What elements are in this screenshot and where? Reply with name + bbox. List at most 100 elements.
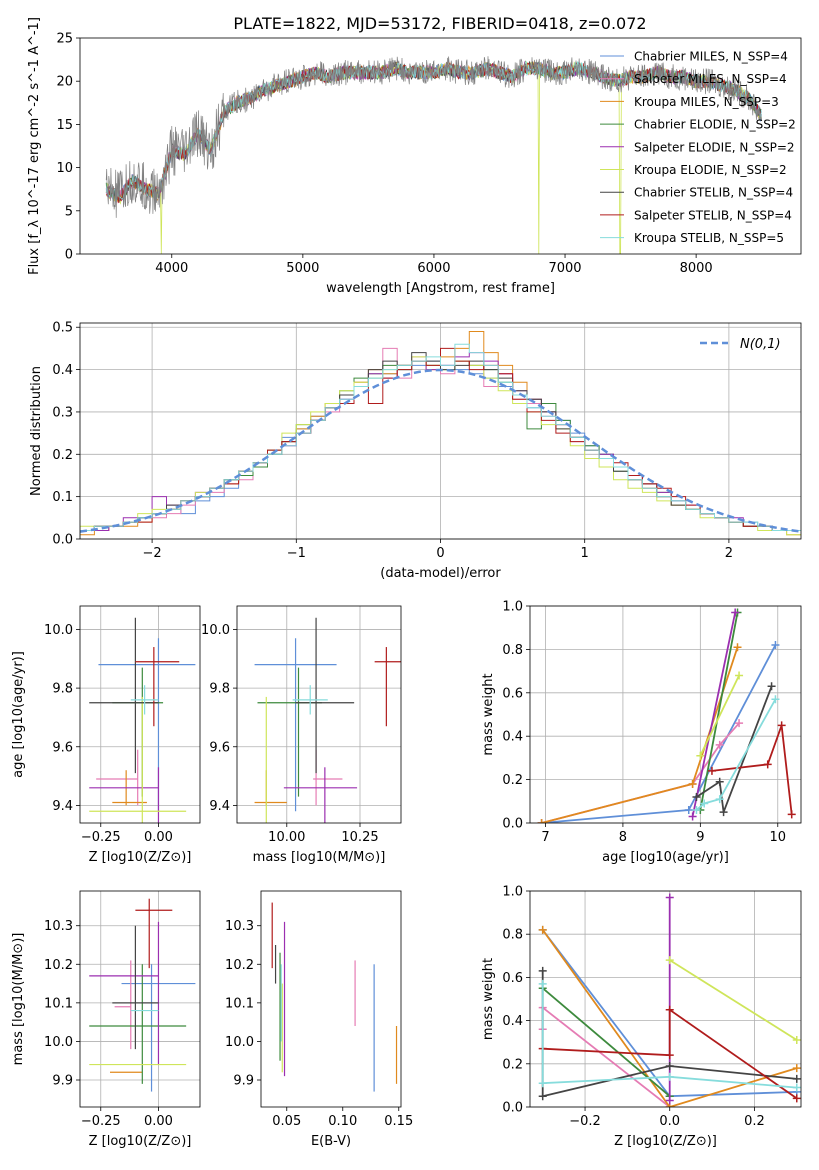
- mass_vs_EBV-xlabel: E(B-V): [311, 1134, 351, 1149]
- data-marker: [696, 751, 705, 760]
- y-tick-label: 10.2: [44, 958, 73, 973]
- data-marker: [715, 795, 724, 804]
- data-marker: [665, 1061, 674, 1070]
- y-tick-label: 25: [56, 32, 73, 47]
- y-tick-label: 0.3: [52, 405, 73, 420]
- y-tick-label: 0.4: [52, 363, 73, 378]
- data-marker: [688, 812, 697, 821]
- y-tick-label: 10.1: [225, 996, 254, 1011]
- massweight_vs_age-xlabel: age [log10(age/yr)]: [602, 850, 729, 865]
- figure-title: PLATE=1822, MJD=53172, FIBERID=0418, z=0…: [233, 14, 646, 33]
- age_vs_Z-axes: −0.25 0.00 9.4 9.6 9.8 10.0: [44, 606, 200, 845]
- data-marker: [792, 1074, 801, 1083]
- y-tick-label: 10.1: [44, 996, 73, 1011]
- age_vs_Z-ylabel: age [log10(age/yr)]: [11, 651, 26, 778]
- data-marker: [538, 979, 547, 988]
- x-tick-label: 1: [581, 546, 589, 561]
- series-line: [699, 675, 740, 757]
- chart-layer: 4000 5000 6000 7000 80000510152025wavelength…: [11, 17, 802, 1149]
- data-marker: [665, 956, 674, 965]
- y-tick-label: 9.9: [52, 1074, 73, 1089]
- data-marker: [537, 819, 546, 823]
- legend-label: Chabrier STELIB, N_SSP=4: [634, 186, 793, 200]
- massweight_vs_age-ylabel: mass weight: [481, 673, 496, 755]
- legend-label: Salpeter MILES, N_SSP=4: [634, 72, 787, 86]
- data-marker: [692, 792, 701, 801]
- spectrum-plot: [105, 56, 763, 254]
- y-tick-label: 1.0: [502, 600, 523, 615]
- y-tick-label: 0.6: [502, 971, 523, 986]
- massweight_vs_Z-xlabel: Z [log10(Z/Z⊙)]: [614, 1134, 717, 1149]
- y-tick-label: 15: [56, 118, 73, 133]
- residuals-frame: [79, 322, 802, 540]
- y-tick-label: 10.3: [44, 919, 73, 934]
- legend-label: Chabrier ELODIE, N_SSP=2: [634, 118, 796, 132]
- data-marker: [688, 779, 697, 788]
- spectrum-axes: 4000 5000 6000 7000 8000 0 5 10 15 20 25: [56, 32, 712, 277]
- y-tick-label: 10.0: [44, 623, 73, 638]
- x-tick-label: 2: [725, 546, 733, 561]
- series-line: [699, 612, 739, 811]
- spectrum-frame: [79, 37, 802, 255]
- data-marker: [700, 799, 709, 808]
- data-marker: [777, 721, 786, 730]
- residuals-ylabel: Normed distribution: [29, 366, 44, 496]
- mass_vs_Z-axes: −0.25 0.00 9.9 10.0 10.1 10.2 10.3: [44, 891, 200, 1129]
- age_vs_mass-frame: [236, 605, 402, 824]
- x-tick-label: 0.00: [144, 1114, 173, 1129]
- x-tick-label: 0.2: [744, 1114, 765, 1129]
- y-tick-label: 0.2: [502, 1057, 523, 1072]
- data-marker: [707, 766, 716, 775]
- y-tick-label: 0.8: [502, 928, 523, 943]
- x-tick-label: 8000: [680, 261, 713, 276]
- x-tick-label: −2: [143, 546, 162, 561]
- data-marker: [719, 808, 728, 817]
- x-tick-label: −0.2: [569, 1114, 601, 1129]
- series-line: [691, 612, 737, 817]
- y-tick-label: 10.0: [44, 1035, 73, 1050]
- massweight_vs_Z-frame: [529, 890, 802, 1108]
- series-line: [711, 725, 793, 815]
- y-tick-label: 9.6: [209, 740, 230, 755]
- legend-label: Kroupa ELODIE, N_SSP=2: [634, 163, 787, 177]
- data-marker: [538, 966, 547, 975]
- y-tick-label: 0.0: [502, 817, 523, 832]
- massweight_vs_age-plot: [537, 608, 796, 823]
- age_vs_mass-plot: [254, 617, 401, 823]
- y-tick-label: 1.0: [502, 885, 523, 900]
- y-tick-label: 0.4: [502, 1014, 523, 1029]
- legend-label: Salpeter ELODIE, N_SSP=2: [634, 140, 795, 154]
- legend-label: Kroupa MILES, N_SSP=3: [634, 95, 779, 109]
- data-marker: [771, 641, 780, 650]
- y-tick-label: 9.4: [52, 799, 73, 814]
- y-tick-label: 0.4: [502, 730, 523, 745]
- data-marker: [692, 805, 701, 814]
- y-tick-label: 9.8: [209, 682, 230, 697]
- x-tick-label: −0.25: [81, 1114, 121, 1129]
- mass_vs_Z-frame: [79, 890, 201, 1108]
- age_vs_Z-xlabel: Z [log10(Z/Z⊙)]: [89, 850, 192, 865]
- data-marker: [792, 1064, 801, 1073]
- y-tick-label: 10: [56, 161, 73, 176]
- mass_vs_EBV-frame: [260, 890, 402, 1108]
- mass_vs_EBV-axes: 0.05 0.10 0.15 9.9 10.0 10.1 10.2 10.3: [225, 919, 413, 1129]
- y-tick-label: 0.1: [52, 490, 73, 505]
- y-tick-label: 0.8: [502, 643, 523, 658]
- y-tick-label: 0.2: [52, 448, 73, 463]
- spectrum-ylabel: Flux [f_λ 10^-17 erg cm^-2 s^-1 A^-1]: [27, 17, 42, 275]
- legend-label: Kroupa STELIB, N_SSP=5: [634, 231, 784, 245]
- data-marker: [731, 608, 740, 617]
- x-tick-label: −0.25: [81, 830, 121, 845]
- x-tick-label: 10.25: [341, 830, 378, 845]
- data-marker: [538, 1079, 547, 1088]
- y-tick-label: 20: [56, 75, 73, 90]
- series-line: [669, 959, 798, 1041]
- data-marker: [538, 1092, 547, 1101]
- x-tick-label: 0.00: [144, 830, 173, 845]
- data-marker: [665, 1005, 674, 1014]
- data-marker: [733, 643, 742, 652]
- age_vs_Z-plot: [89, 617, 196, 823]
- x-tick-label: 6000: [417, 261, 450, 276]
- age_vs_mass-xlabel: mass [log10(M/M⊙)]: [253, 850, 386, 865]
